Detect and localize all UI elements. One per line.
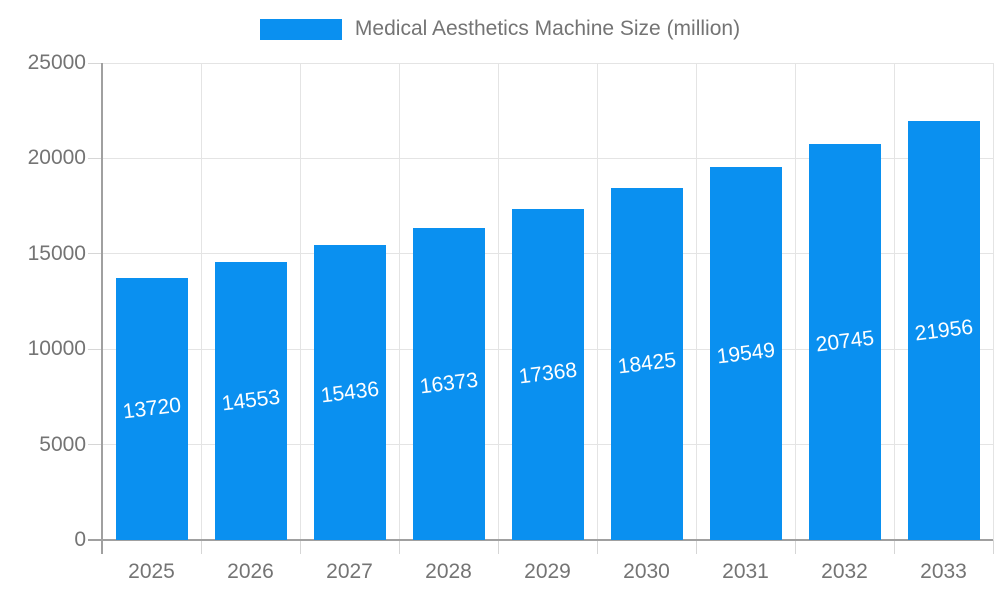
- bar-2026: [214, 262, 287, 540]
- x-tick: [794, 540, 796, 554]
- x-tick: [398, 540, 400, 554]
- y-tick-label: 5000: [39, 432, 86, 456]
- x-tick: [992, 540, 994, 554]
- x-gridline: [497, 63, 499, 540]
- x-tick: [497, 540, 499, 554]
- x-gridline: [893, 63, 895, 540]
- y-tick: [88, 539, 102, 541]
- x-tick: [299, 540, 301, 554]
- bar-2033: [907, 121, 980, 540]
- y-tick: [88, 62, 102, 64]
- bar-2027: [313, 245, 386, 540]
- y-tick-label: 20000: [27, 146, 86, 170]
- y-tick: [88, 444, 102, 446]
- y-tick-label: 15000: [27, 241, 86, 265]
- y-tick-label: 0: [74, 528, 86, 551]
- y-tick-label: 10000: [27, 337, 86, 361]
- x-tick-label: 2027: [326, 560, 373, 583]
- bar-2029: [511, 208, 584, 540]
- y-tick: [88, 157, 102, 159]
- y-tick: [88, 253, 102, 255]
- y-gridline: [102, 157, 993, 159]
- x-tick: [695, 540, 697, 554]
- bar-2028: [412, 227, 485, 540]
- x-tick-label: 2030: [623, 560, 670, 583]
- legend-label: Medical Aesthetics Machine Size (million…: [354, 17, 741, 40]
- x-tick-label: 2031: [722, 560, 769, 583]
- x-gridline: [398, 63, 400, 540]
- legend-swatch: [259, 18, 342, 40]
- y-axis-line: [101, 63, 103, 554]
- bar-2031: [709, 167, 782, 540]
- x-axis-line: [102, 539, 993, 541]
- x-tick-label: 2032: [821, 560, 868, 583]
- x-gridline: [200, 63, 202, 540]
- x-tick: [893, 540, 895, 554]
- y-gridline: [102, 62, 993, 64]
- x-gridline: [794, 63, 796, 540]
- bar-2025: [115, 278, 188, 540]
- x-gridline: [299, 63, 301, 540]
- x-tick: [596, 540, 598, 554]
- x-gridline: [992, 63, 994, 540]
- x-tick: [200, 540, 202, 554]
- x-tick-label: 2029: [524, 560, 571, 583]
- y-tick-label: 25000: [27, 51, 86, 74]
- y-tick: [88, 348, 102, 350]
- bar-2032: [808, 144, 881, 540]
- x-tick-label: 2033: [920, 560, 967, 583]
- bar-2030: [610, 188, 683, 540]
- legend[interactable]: Medical Aesthetics Machine Size (million…: [0, 16, 1000, 42]
- x-tick-label: 2025: [128, 560, 175, 583]
- x-tick-label: 2028: [425, 560, 472, 583]
- x-gridline: [695, 63, 697, 540]
- x-tick-label: 2026: [227, 560, 274, 583]
- x-gridline: [596, 63, 598, 540]
